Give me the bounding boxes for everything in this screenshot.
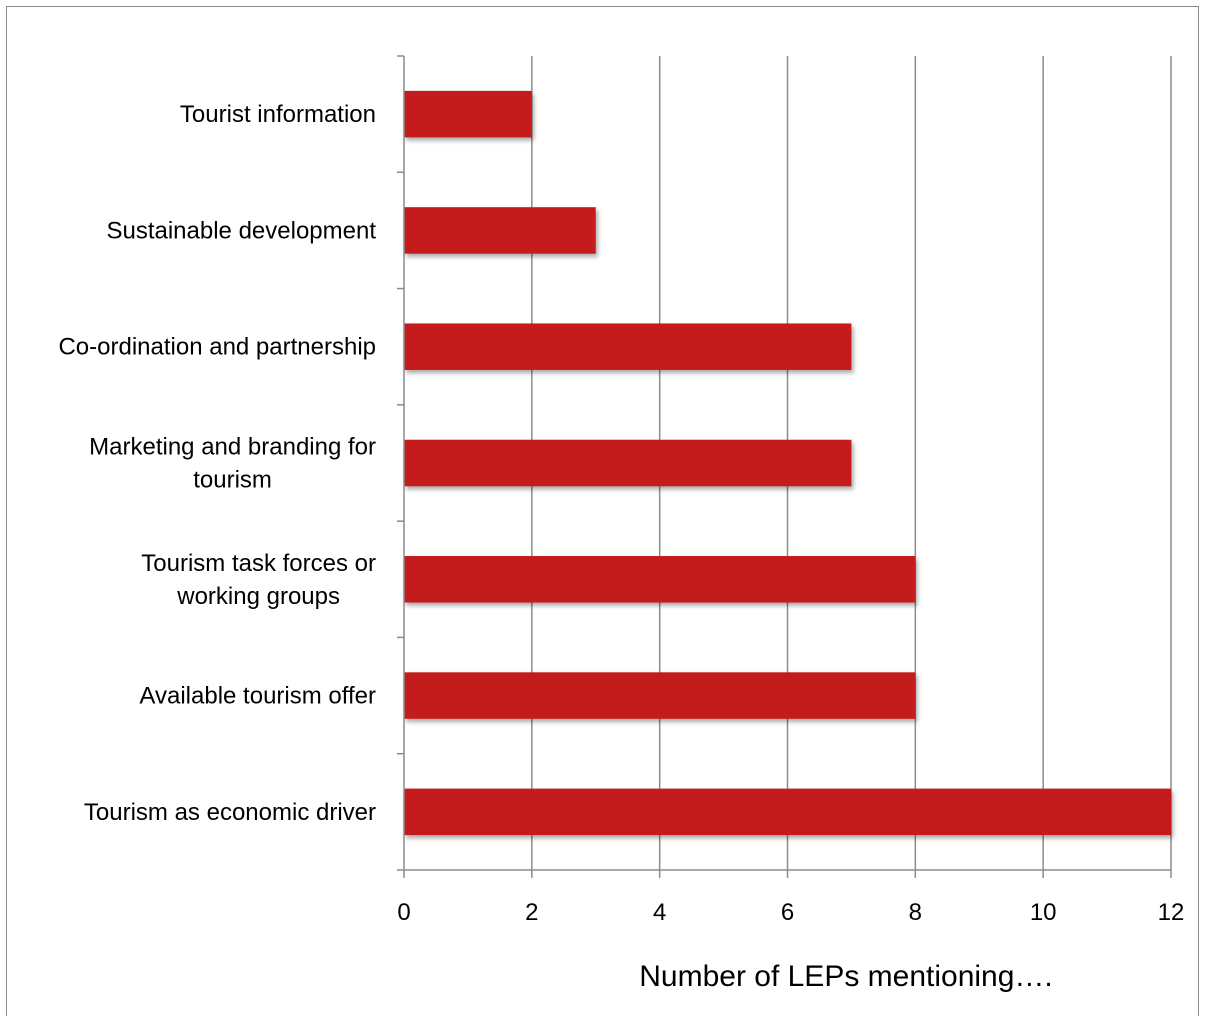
category-label: Available tourism offer <box>139 683 376 710</box>
bar <box>404 207 596 254</box>
category-label-line: working groups <box>176 583 340 610</box>
category-label: Tourism task forces or working groups <box>141 550 376 610</box>
bar <box>404 323 852 370</box>
category-label-line: Marketing and branding for <box>89 434 376 461</box>
category-label: Co-ordination and partnership <box>58 334 376 361</box>
category-label-line: Available tourism offer <box>139 683 376 710</box>
bar <box>404 556 916 603</box>
category-label: Tourism as economic driver <box>84 799 376 826</box>
category-label: Marketing and branding for tourism <box>89 434 376 494</box>
category-label-line: Tourist information <box>180 101 376 128</box>
x-tick-label: 6 <box>781 899 794 926</box>
category-label-line: Co-ordination and partnership <box>58 334 376 361</box>
category-label-line: tourism <box>193 467 272 494</box>
bar <box>404 788 1171 836</box>
x-tick-label: 10 <box>1030 899 1057 926</box>
x-tick-labels: 0 2 4 6 8 10 12 <box>397 899 1184 926</box>
category-label-line: Sustainable development <box>106 217 376 244</box>
chart-frame <box>6 6 1199 1016</box>
x-tick-label: 8 <box>909 899 922 926</box>
category-label: Sustainable development <box>106 217 376 244</box>
category-label-line: Tourism task forces or <box>141 550 376 577</box>
x-tick-label: 12 <box>1158 899 1185 926</box>
x-tick-label: 2 <box>525 899 538 926</box>
x-tick-label: 0 <box>397 899 410 926</box>
axes <box>397 55 1172 878</box>
category-label: Tourist information <box>180 101 376 128</box>
bar <box>404 672 916 719</box>
bars <box>404 90 1171 836</box>
x-tick-label: 4 <box>653 899 666 926</box>
category-labels: Tourist information Sustainable developme… <box>58 101 376 826</box>
bar <box>404 90 532 138</box>
bar <box>404 439 852 487</box>
category-label-line: Tourism as economic driver <box>84 799 376 826</box>
x-axis-title: Number of LEPs mentioning…. <box>639 960 1053 993</box>
